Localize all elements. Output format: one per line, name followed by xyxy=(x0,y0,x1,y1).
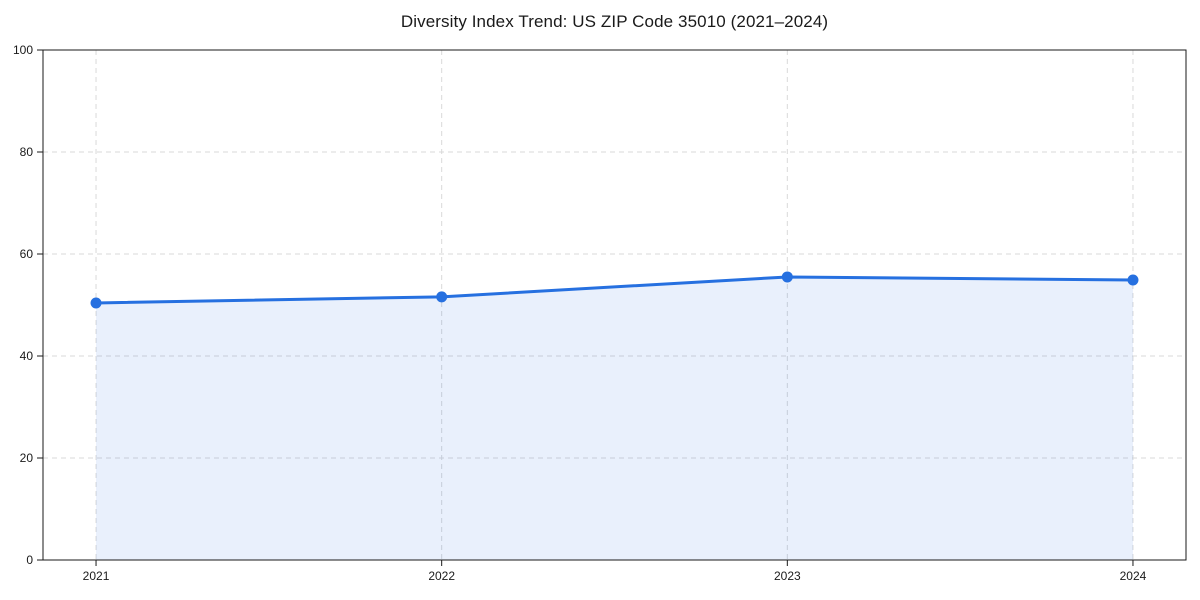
x-tick-label: 2023 xyxy=(774,569,801,583)
x-tick-label: 2022 xyxy=(428,569,455,583)
y-tick-label: 0 xyxy=(26,553,33,567)
y-tick-label: 20 xyxy=(20,451,34,465)
x-tick-label: 2021 xyxy=(83,569,110,583)
data-point-marker xyxy=(781,271,793,283)
y-tick-label: 60 xyxy=(20,247,34,261)
y-tick-label: 40 xyxy=(20,349,34,363)
plot-frame xyxy=(42,49,1187,561)
y-tick-label: 100 xyxy=(13,43,33,57)
y-tick-label: 80 xyxy=(20,145,34,159)
x-tick-label: 2024 xyxy=(1120,569,1147,583)
chart-title: Diversity Index Trend: US ZIP Code 35010… xyxy=(400,12,829,31)
data-point-marker xyxy=(1127,274,1139,286)
data-point-marker xyxy=(436,291,448,303)
area-fill xyxy=(96,276,1133,560)
data-point-marker xyxy=(90,297,102,309)
trend-line xyxy=(94,275,1135,305)
